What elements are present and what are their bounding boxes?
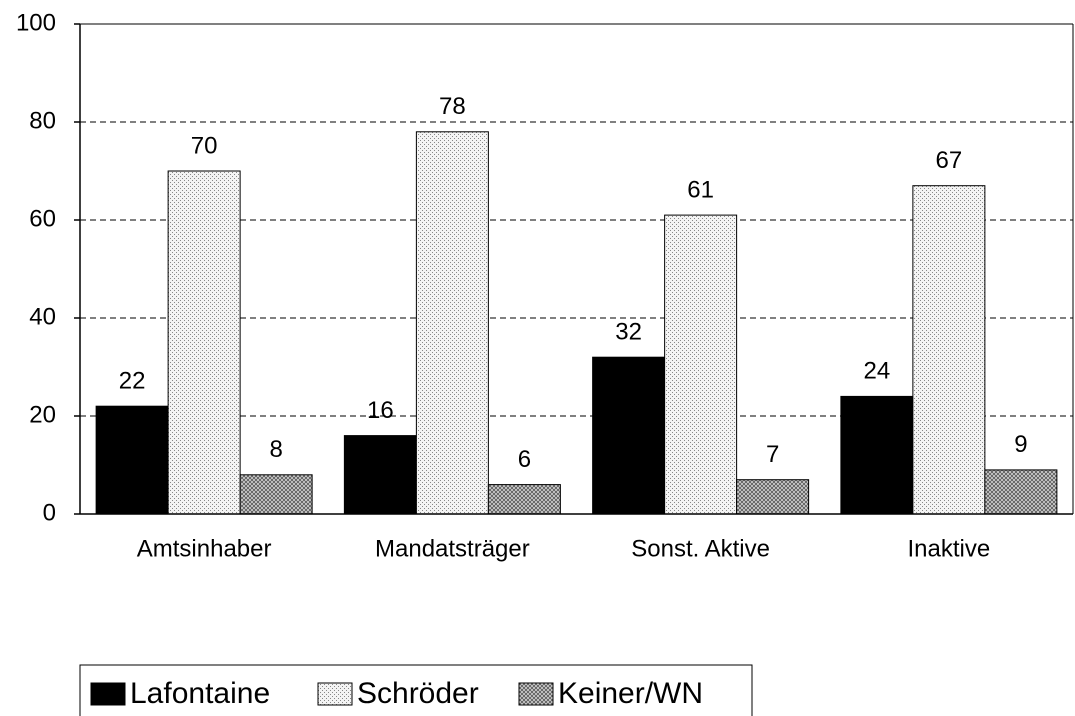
- legend-frame: [79, 664, 753, 716]
- value-label: 32: [615, 319, 642, 346]
- bar: [736, 479, 810, 515]
- legend: Lafontaine Schröder Keiner/WN: [79, 664, 753, 716]
- value-label: 67: [936, 147, 963, 174]
- bar: [487, 484, 561, 515]
- value-label: 70: [191, 132, 218, 159]
- x-tick-label: Sonst. Aktive: [631, 535, 770, 562]
- value-label: 22: [119, 368, 146, 395]
- legend-swatch: [518, 682, 554, 706]
- value-label: 8: [269, 436, 282, 463]
- bar: [95, 405, 169, 515]
- legend-swatch: [317, 682, 353, 706]
- bar: [912, 185, 986, 515]
- value-label: 24: [864, 358, 891, 385]
- y-tick-label: 60: [29, 205, 56, 232]
- legend-swatch: [90, 682, 126, 706]
- x-tick-label: Inaktive: [908, 535, 991, 562]
- bar: [840, 395, 914, 515]
- value-label: 9: [1014, 431, 1027, 458]
- value-label: 16: [367, 397, 394, 424]
- bar: [984, 469, 1058, 515]
- y-tick-label: 100: [16, 9, 56, 36]
- value-label: 7: [766, 441, 779, 468]
- legend-label: Keiner/WN: [558, 677, 703, 710]
- y-tick-label: 20: [29, 401, 56, 428]
- bar: [664, 214, 738, 515]
- bar: [239, 474, 313, 515]
- x-tick-label: Mandatsträger: [375, 535, 530, 562]
- value-label: 78: [439, 93, 466, 120]
- legend-label: Schröder: [357, 677, 479, 710]
- y-tick-label: 40: [29, 303, 56, 330]
- x-tick-label: Amtsinhaber: [137, 535, 272, 562]
- value-label: 61: [687, 176, 714, 203]
- bar: [592, 356, 666, 515]
- legend-label: Lafontaine: [130, 677, 270, 710]
- bar: [343, 435, 417, 515]
- bar: [415, 131, 489, 515]
- y-tick-label: 0: [43, 499, 56, 526]
- y-tick-label: 80: [29, 107, 56, 134]
- bar: [167, 170, 241, 515]
- value-label: 6: [518, 446, 531, 473]
